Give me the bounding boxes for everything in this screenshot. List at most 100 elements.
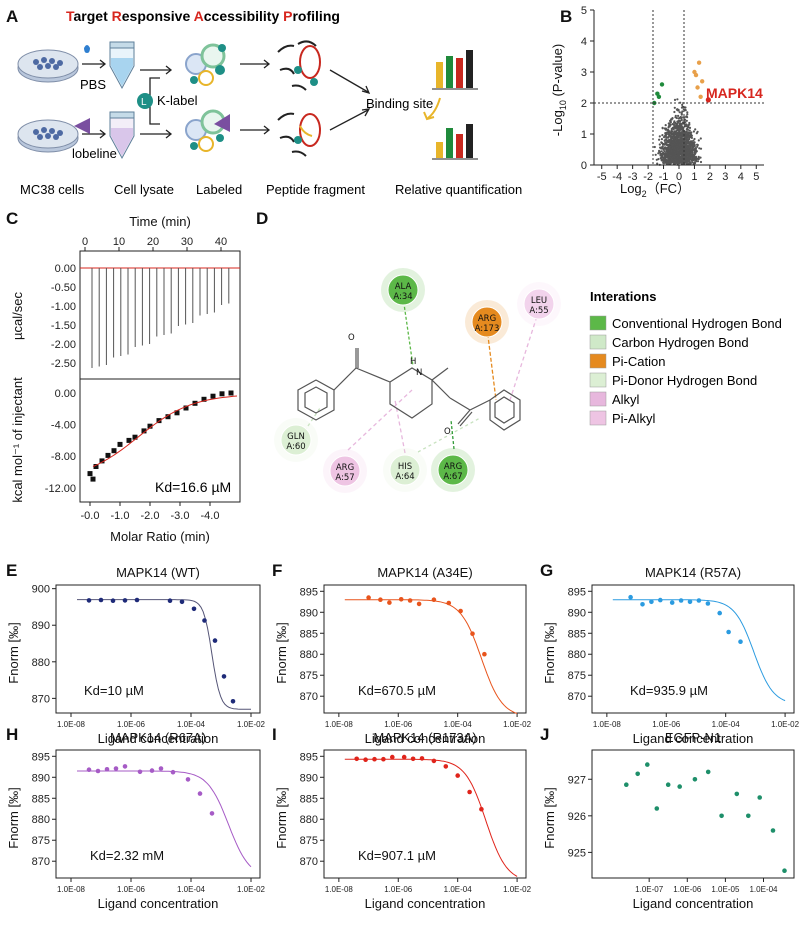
legend-swatch	[589, 410, 607, 426]
volcano-point	[668, 153, 671, 156]
y-axis-title-suffix: (P-value)	[550, 44, 565, 100]
residue-node	[471, 306, 503, 338]
mst-point	[624, 782, 629, 787]
volcano-point	[656, 162, 659, 165]
itc-raw-ylabel: µcal/sec	[10, 292, 25, 340]
mst-point	[431, 758, 437, 764]
volcano-point	[686, 138, 689, 142]
mst-title: EGFP-N1	[665, 730, 721, 745]
mst-panel-g: G MAPK14 (R57A) Fnorm [‰] Ligand concentrat…	[540, 561, 800, 746]
step-label: MC38 cells	[20, 182, 85, 197]
residue-node	[387, 274, 419, 306]
volcano-point	[674, 143, 677, 146]
mst-point	[363, 757, 368, 762]
mst-point	[401, 754, 407, 760]
volcano-point	[667, 140, 670, 143]
petri-dish-icon	[17, 49, 79, 83]
itc-binding-point	[174, 410, 180, 416]
panel-label-b: B	[560, 7, 572, 26]
x-tick-label: -3	[628, 171, 638, 183]
volcano-point	[689, 162, 692, 165]
mst-ytick-label: 880	[32, 814, 50, 826]
mst-xtick-label: 1.0E-06	[384, 720, 413, 729]
volcano-point	[673, 110, 676, 114]
residue-name: GLN	[287, 432, 305, 442]
mst-point	[470, 631, 475, 636]
mst-point	[354, 756, 360, 762]
volcano-point-up	[698, 94, 703, 100]
panel-label-j: J	[540, 725, 549, 744]
volcano-point	[676, 145, 679, 148]
mst-point	[419, 756, 425, 761]
y-axis-title: -Log10 (P-value)	[550, 44, 568, 136]
mst-point	[717, 610, 722, 616]
mst-xtick-label: 1.0E-06	[384, 885, 413, 894]
volcano-point	[686, 128, 690, 131]
volcano-point	[665, 143, 668, 146]
x-ticks: -5 -4 -3 -2 -1 0 1 2 3 4 5	[597, 165, 759, 183]
volcano-point	[681, 103, 684, 106]
legend-swatch	[589, 334, 607, 350]
volcano-point	[664, 147, 667, 150]
residue-id: A:34	[393, 292, 412, 302]
k-label-letter: L	[141, 97, 147, 108]
tube-icon	[109, 111, 135, 160]
volcano-point	[680, 122, 684, 125]
volcano-point	[697, 139, 700, 142]
mst-panel-i: I MAPK14 (R173A) Fnorm [‰] Ligand concentra…	[272, 725, 532, 911]
time-tick-label: 10	[113, 236, 125, 248]
volcano-point	[665, 149, 668, 152]
volcano-point	[675, 137, 678, 140]
mst-xtick-label: 1.0E-06	[117, 720, 146, 729]
mst-point	[455, 773, 461, 778]
volcano-point	[659, 157, 662, 160]
mst-frame	[591, 749, 795, 879]
mst-xtick-label: 1.0E-04	[712, 720, 741, 729]
itc-binding-point	[126, 437, 132, 443]
volcano-point	[675, 116, 678, 120]
volcano-point	[677, 108, 680, 111]
labeled-protein-icon	[185, 109, 230, 152]
itc-raw-frame	[79, 250, 241, 380]
mst-point	[202, 618, 207, 623]
residue-name: LEU	[531, 296, 547, 306]
volcano-point	[664, 124, 667, 127]
itc-fit-curve	[92, 395, 238, 467]
mst-xtick-label: 1.0E-02	[237, 885, 266, 894]
volcano-point	[683, 159, 686, 162]
volcano-point	[688, 129, 691, 132]
mst-point	[665, 782, 671, 787]
mst-ytick-label: 870	[568, 691, 586, 703]
mst-point	[372, 756, 377, 762]
step-label: Relative quantification	[395, 182, 522, 197]
volcano-point	[660, 150, 663, 153]
mst-point	[782, 868, 787, 873]
x-axis-title: Log2（FC）	[620, 181, 690, 199]
trap-title-ccessibility: ccessibility	[204, 8, 283, 24]
panel-c: C Time (min) 0 10 20 30 40 0.00 -0.50 -1.00 -1.…	[6, 209, 241, 544]
raw-ytick-label: -1.50	[51, 320, 76, 332]
mst-title: MAPK14 (WT)	[116, 565, 200, 580]
mst-xtick-label: 1.0E-08	[57, 720, 86, 729]
itc-binding-point	[132, 434, 138, 440]
mst-point	[137, 769, 143, 775]
volcano-point	[674, 140, 678, 143]
x-axis-title-prefix: Log	[620, 181, 642, 196]
volcano-point	[663, 157, 666, 160]
mst-ytick-label: 890	[32, 620, 50, 632]
volcano-point	[661, 127, 664, 130]
itc-binding-frame	[79, 378, 241, 503]
volcano-point	[696, 160, 700, 163]
mst-point	[443, 764, 449, 769]
volcano-point	[681, 159, 684, 162]
residue-node	[437, 454, 469, 486]
volcano-point	[679, 115, 682, 119]
mst-point	[738, 639, 743, 644]
volcano-point	[699, 160, 703, 164]
volcano-point	[680, 161, 683, 164]
volcano-point	[661, 145, 664, 149]
mst-xtick-label: 1.0E-08	[325, 720, 354, 729]
mst-ytick-label: 875	[568, 670, 586, 682]
volcano-point	[680, 135, 683, 138]
mst-ytick-label: 885	[300, 628, 318, 640]
